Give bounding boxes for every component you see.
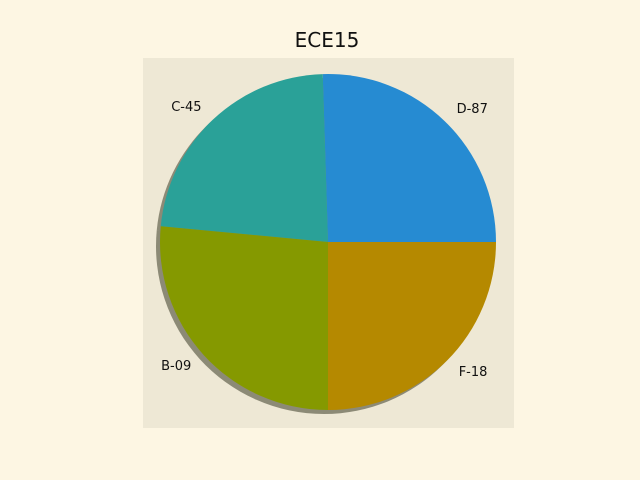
pie-slice-b-09 xyxy=(160,226,328,410)
slice-label-f-18: F-18 xyxy=(459,365,488,380)
slice-label-c-45: C-45 xyxy=(171,100,201,115)
pie-slice-f-18 xyxy=(328,242,496,410)
pie-slices xyxy=(160,73,496,410)
pie-labels: D-87 C-45 B-09 F-18 xyxy=(161,100,488,380)
slice-label-b-09: B-09 xyxy=(161,359,191,374)
slice-label-d-87: D-87 xyxy=(457,102,488,117)
pie-slice-c-45 xyxy=(160,74,328,242)
chart-title: ECE15 xyxy=(294,28,360,52)
pie-slice-d-87 xyxy=(322,73,496,242)
